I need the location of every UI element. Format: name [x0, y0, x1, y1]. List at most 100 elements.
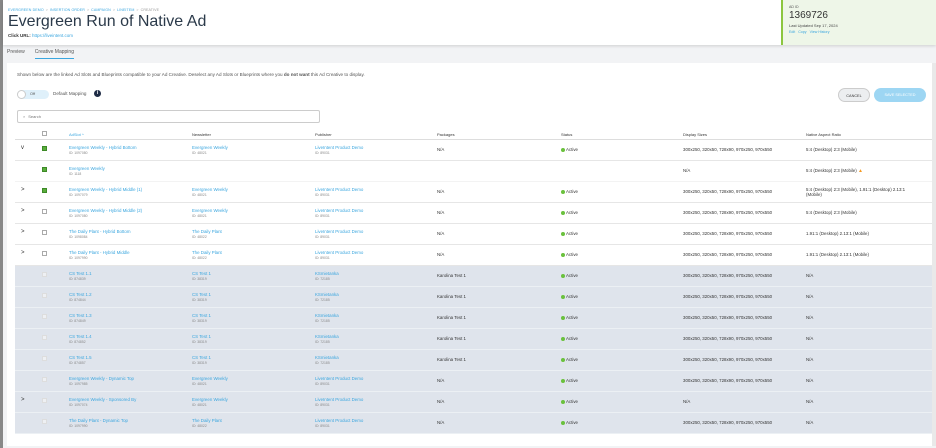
- select-all-checkbox[interactable]: [42, 131, 47, 136]
- newsletter-link[interactable]: Evergreen Weekly: [192, 208, 228, 213]
- row-checkbox[interactable]: [42, 419, 47, 424]
- adslot-link[interactable]: Evergreen Weekly - Hybrid Middle (1): [69, 187, 143, 192]
- newsletter-link[interactable]: Evergreen Weekly: [192, 145, 228, 150]
- publisher-link[interactable]: LiveIntent Product Demo: [315, 229, 364, 234]
- publisher-link[interactable]: KSmietanka: [315, 334, 339, 339]
- adslot-link[interactable]: Evergreen Weekly: [69, 166, 105, 171]
- row-checkbox[interactable]: [42, 146, 47, 151]
- toggle-knob: [17, 90, 26, 99]
- publisher-link[interactable]: LiveIntent Product Demo: [315, 145, 364, 150]
- packages-cell: N/A: [437, 189, 445, 194]
- row-checkbox[interactable]: [42, 335, 47, 340]
- newsletter-link[interactable]: The Daily Plant: [192, 250, 222, 255]
- adslot-link[interactable]: CS Test 1.5: [69, 355, 92, 360]
- breadcrumb-item[interactable]: INSERTION ORDER: [49, 8, 85, 12]
- adslot-link[interactable]: The Daily Plant - Hybrid Middle: [69, 250, 130, 255]
- row-checkbox[interactable]: [42, 188, 47, 193]
- row-checkbox[interactable]: [42, 272, 47, 277]
- adslot-link[interactable]: CS Test 1.2: [69, 292, 92, 297]
- row-checkbox[interactable]: [42, 167, 47, 172]
- publisher-link[interactable]: LiveIntent Product Demo: [315, 397, 364, 402]
- save-selected-button[interactable]: SAVE SELECTED: [874, 88, 926, 102]
- adslot-link[interactable]: Evergreen Weekly - Hybrid Bottom: [69, 145, 137, 150]
- tab-preview[interactable]: Preview: [7, 49, 25, 55]
- publisher-link[interactable]: KSmietanka: [315, 271, 339, 276]
- newsletter-link[interactable]: CS Test 1: [192, 271, 211, 276]
- breadcrumb-item[interactable]: LINEITEM: [117, 8, 135, 12]
- row-checkbox[interactable]: [42, 230, 47, 235]
- row-checkbox[interactable]: [42, 398, 47, 403]
- row-checkbox[interactable]: [42, 251, 47, 256]
- publisher-link[interactable]: LiveIntent Product Demo: [315, 187, 364, 192]
- display-sizes-cell: 300x250, 320x50, 728x90, 970x250, 970x55…: [683, 420, 773, 425]
- publisher-link[interactable]: LiveIntent Product Demo: [315, 208, 364, 213]
- adslot-link[interactable]: Evergreen Weekly - Sponsored By: [69, 397, 137, 402]
- chevron-down-icon[interactable]: v: [21, 145, 24, 151]
- newsletter-link[interactable]: Evergreen Weekly: [192, 187, 228, 192]
- column-newsletter[interactable]: Newsletter: [192, 132, 211, 137]
- newsletter-cell: The Daily Plant ID: 48022: [192, 250, 222, 260]
- scrollbar[interactable]: [932, 63, 936, 446]
- aspect-ratio-cell: N/A: [806, 357, 814, 362]
- newsletter-id: ID: 48022: [192, 256, 207, 260]
- column-publisher[interactable]: Publisher: [315, 132, 332, 137]
- search-input[interactable]: [28, 114, 299, 119]
- adslot-link[interactable]: Evergreen Weekly - Dynamic Top: [69, 376, 134, 381]
- publisher-link[interactable]: LiveIntent Product Demo: [315, 376, 364, 381]
- adslot-cell: CS Test 1.1 ID: 874839: [69, 271, 92, 281]
- publisher-link[interactable]: KSmietanka: [315, 292, 339, 297]
- newsletter-link[interactable]: CS Test 1: [192, 313, 211, 318]
- newsletter-link[interactable]: CS Test 1: [192, 334, 211, 339]
- chevron-right-icon[interactable]: >: [21, 208, 25, 214]
- column-status[interactable]: Status: [561, 132, 573, 137]
- chevron-right-icon[interactable]: >: [21, 229, 25, 235]
- row-checkbox[interactable]: [42, 293, 47, 298]
- packages-cell: N/A: [437, 231, 445, 236]
- view-history-link[interactable]: View History: [809, 30, 830, 34]
- table-row: CS Test 1.2 ID: 874844 CS Test 1 ID: 38319 K…: [15, 287, 933, 308]
- copy-link[interactable]: Copy: [798, 30, 807, 34]
- publisher-link[interactable]: KSmietanka: [315, 355, 339, 360]
- newsletter-link[interactable]: Evergreen Weekly: [192, 397, 228, 402]
- default-mapping-toggle[interactable]: Off: [17, 90, 49, 99]
- adslot-link[interactable]: The Daily Plant - Dynamic Top: [69, 418, 128, 423]
- breadcrumb-item[interactable]: EVERGREEN DEMO: [8, 8, 44, 12]
- adslot-id: ID: 1097080: [69, 214, 88, 218]
- row-checkbox[interactable]: [42, 377, 47, 382]
- adslot-link[interactable]: The Daily Plant - Hybrid Bottom: [69, 229, 131, 234]
- newsletter-link[interactable]: The Daily Plant: [192, 229, 222, 234]
- publisher-link[interactable]: LiveIntent Product Demo: [315, 418, 364, 423]
- publisher-link[interactable]: KSmietanka: [315, 313, 339, 318]
- status-dot-icon: [561, 189, 565, 194]
- column-native-aspect-ratio[interactable]: Native Aspect Ratio: [806, 132, 841, 137]
- breadcrumb-item[interactable]: CAMPAIGN: [91, 8, 111, 12]
- publisher-link[interactable]: LiveIntent Product Demo: [315, 250, 364, 255]
- newsletter-link[interactable]: Evergreen Weekly: [192, 376, 228, 381]
- chevron-right-icon[interactable]: >: [21, 250, 25, 256]
- adslot-link[interactable]: CS Test 1.4: [69, 334, 92, 339]
- newsletter-link[interactable]: The Daily Plant: [192, 418, 222, 423]
- cancel-button[interactable]: CANCEL: [838, 88, 870, 102]
- adslot-link[interactable]: Evergreen Weekly - Hybrid Middle (2): [69, 208, 143, 213]
- row-checkbox[interactable]: [42, 209, 47, 214]
- column-packages[interactable]: Packages: [437, 132, 455, 137]
- edit-link[interactable]: Edit: [789, 30, 796, 34]
- row-checkbox[interactable]: [42, 356, 47, 361]
- display-sizes-cell: 300x250, 320x50, 728x90, 970x250, 970x55…: [683, 336, 773, 341]
- tab-creative-mapping[interactable]: Creative Mapping: [34, 49, 74, 59]
- newsletter-link[interactable]: CS Test 1: [192, 292, 211, 297]
- adslot-link[interactable]: CS Test 1.1: [69, 271, 92, 276]
- adslot-cell: Evergreen Weekly ID: 1118: [69, 166, 105, 176]
- newsletter-link[interactable]: CS Test 1: [192, 355, 211, 360]
- column-display-sizes[interactable]: Display Sizes: [683, 132, 708, 137]
- row-checkbox[interactable]: [42, 314, 47, 319]
- display-sizes-cell: 300x250, 320x50, 728x90, 970x250, 970x55…: [683, 147, 773, 152]
- chevron-right-icon[interactable]: >: [21, 397, 25, 403]
- info-icon[interactable]: i: [94, 90, 101, 97]
- breadcrumb: EVERGREEN DEMO > INSERTION ORDER > CAMPAIGN >…: [8, 8, 159, 12]
- click-url-link[interactable]: https://liveintent.com: [32, 33, 74, 38]
- breadcrumb-separator: >: [136, 8, 139, 12]
- adslot-link[interactable]: CS Test 1.3: [69, 313, 92, 318]
- chevron-right-icon[interactable]: >: [21, 187, 25, 193]
- column-adslot[interactable]: AdSlot ^: [69, 132, 84, 137]
